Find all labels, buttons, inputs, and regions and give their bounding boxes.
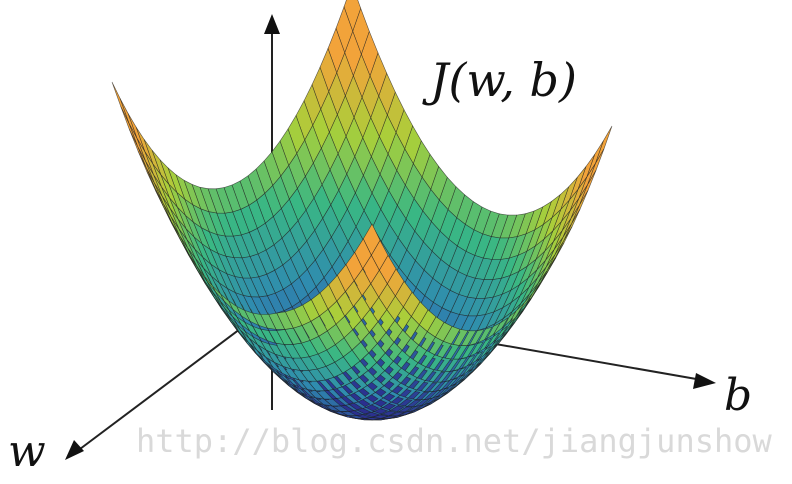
- arrow-up-icon: [264, 14, 280, 34]
- arrow-right-icon: [693, 373, 716, 389]
- arrow-down-left-icon: [65, 440, 84, 460]
- watermark-text: http://blog.csdn.net/jiangjunshow: [136, 422, 773, 460]
- b-axis-label: b: [724, 370, 752, 421]
- w-axis-label: w: [8, 426, 46, 477]
- surface-patch: [119, 98, 137, 138]
- cost-function-label: J(w, b): [422, 53, 577, 107]
- surface-patch: [111, 81, 129, 123]
- cost-surface: [111, 0, 613, 421]
- surface-patch: [595, 125, 613, 164]
